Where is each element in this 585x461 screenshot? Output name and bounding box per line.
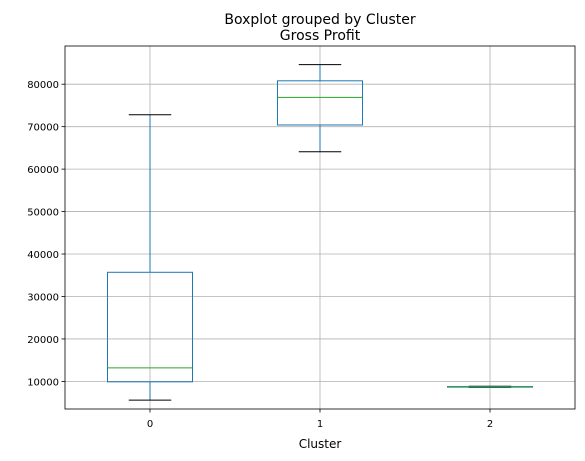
boxes bbox=[107, 64, 533, 401]
chart-suptitle: Boxplot grouped by Cluster bbox=[224, 12, 415, 28]
x-tick-label: 1 bbox=[317, 419, 323, 430]
box-cluster-2 bbox=[447, 385, 533, 388]
iqr-box bbox=[107, 271, 193, 383]
chart-title: Gross Profit bbox=[280, 28, 361, 44]
x-axis-label: Cluster bbox=[299, 437, 342, 451]
y-tick-label: 30000 bbox=[27, 292, 59, 303]
y-tick-label: 80000 bbox=[27, 80, 59, 91]
y-tick-label: 10000 bbox=[27, 377, 59, 388]
y-tick-label: 70000 bbox=[27, 123, 59, 134]
iqr-box bbox=[277, 80, 363, 126]
x-tick-label: 0 bbox=[147, 419, 153, 430]
axis-ticks: 10000 20000 30000 40000 50000 60000 70000 80000… bbox=[27, 80, 493, 430]
y-tick-label: 20000 bbox=[27, 335, 59, 346]
y-tick-label: 40000 bbox=[27, 250, 59, 261]
y-tick-label: 50000 bbox=[27, 208, 59, 219]
y-tick-label: 60000 bbox=[27, 165, 59, 176]
grid bbox=[65, 46, 575, 409]
box-cluster-1 bbox=[277, 64, 363, 153]
x-tick-label: 2 bbox=[487, 419, 493, 430]
box-cluster-0 bbox=[107, 114, 193, 401]
